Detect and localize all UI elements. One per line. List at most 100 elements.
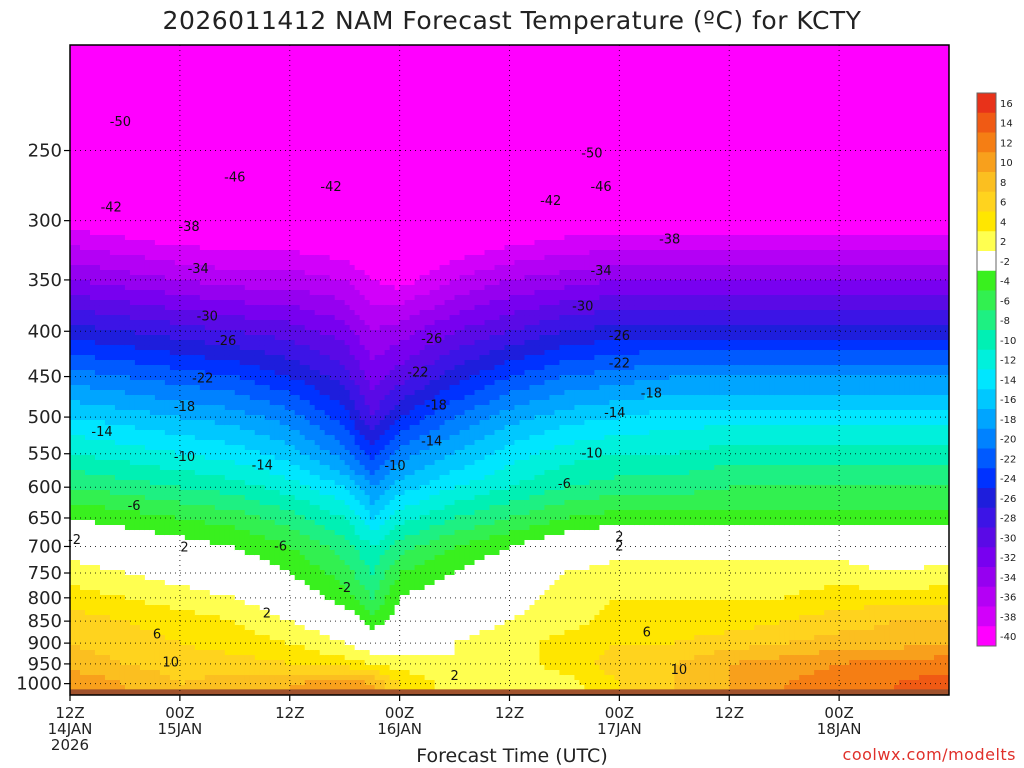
heat-cell — [100, 680, 106, 686]
heat-cell — [140, 675, 146, 681]
heat-cell — [95, 400, 101, 406]
heat-cell — [245, 445, 251, 451]
heat-cell — [255, 345, 261, 351]
heat-cell — [170, 305, 176, 311]
heat-cell — [80, 385, 86, 391]
heat-cell — [255, 100, 261, 106]
heat-cell — [170, 130, 176, 136]
heat-cell — [80, 300, 86, 306]
heat-cell — [240, 585, 246, 591]
heat-cell — [210, 470, 216, 476]
heat-cell — [100, 115, 106, 121]
heat-cell — [110, 405, 116, 411]
heat-cell — [115, 245, 121, 251]
heat-cell — [195, 655, 201, 661]
heat-cell — [215, 230, 221, 236]
heat-cell — [135, 110, 141, 116]
heat-cell — [190, 495, 196, 501]
heat-cell — [80, 260, 86, 266]
heat-cell — [85, 460, 91, 466]
heat-cell — [70, 300, 76, 306]
heat-cell — [145, 210, 151, 216]
heat-cell — [250, 335, 256, 341]
heat-cell — [155, 450, 161, 456]
heat-cell — [145, 605, 151, 611]
heat-cell — [95, 45, 101, 51]
heat-cell — [75, 510, 81, 516]
heat-cell — [145, 430, 151, 436]
heat-cell — [200, 590, 206, 596]
heat-cell — [195, 540, 201, 546]
heat-cell — [115, 490, 121, 496]
heat-cell — [100, 405, 106, 411]
heat-cell — [215, 430, 221, 436]
heat-cell — [70, 155, 76, 161]
heat-cell — [185, 255, 191, 261]
heat-cell — [115, 645, 121, 651]
heat-cell — [240, 500, 246, 506]
heat-cell — [160, 680, 166, 686]
heat-cell — [200, 245, 206, 251]
heat-cell — [185, 105, 191, 111]
heat-cell — [145, 310, 151, 316]
heat-cell — [245, 165, 251, 171]
heat-cell — [150, 440, 156, 446]
heat-cell — [235, 380, 241, 386]
heat-cell — [225, 535, 231, 541]
heat-cell — [75, 280, 81, 286]
heat-cell — [105, 90, 111, 96]
heat-cell — [130, 160, 136, 166]
heat-cell — [260, 115, 266, 121]
heat-cell — [85, 285, 91, 291]
heat-cell — [230, 440, 236, 446]
heat-cell — [160, 345, 166, 351]
heat-cell — [245, 395, 251, 401]
heat-cell — [70, 395, 76, 401]
heat-cell — [130, 280, 136, 286]
heat-cell — [140, 295, 146, 301]
heat-cell — [90, 75, 96, 81]
heat-cell — [170, 180, 176, 186]
heat-cell — [165, 270, 171, 276]
heat-cell — [160, 465, 166, 471]
heat-cell — [115, 560, 121, 566]
heat-cell — [155, 140, 161, 146]
heat-cell — [210, 115, 216, 121]
heat-cell — [130, 650, 136, 656]
heat-cell — [115, 425, 121, 431]
heat-cell — [110, 240, 116, 246]
heat-cell — [135, 225, 141, 231]
heat-cell — [195, 245, 201, 251]
heat-cell — [110, 50, 116, 56]
heat-cell — [230, 160, 236, 166]
heat-cell — [145, 600, 151, 606]
heat-cell — [220, 545, 226, 551]
heat-cell — [85, 250, 91, 256]
heat-cell — [160, 165, 166, 171]
heat-cell — [245, 405, 251, 411]
heat-cell — [235, 665, 241, 671]
heat-cell — [225, 475, 231, 481]
heat-cell — [250, 575, 256, 581]
heat-cell — [120, 475, 126, 481]
heat-cell — [105, 385, 111, 391]
heat-cell — [195, 165, 201, 171]
heat-cell — [125, 70, 131, 76]
heat-cell — [165, 100, 171, 106]
heat-cell — [235, 185, 241, 191]
heat-cell — [90, 340, 96, 346]
heat-cell — [250, 55, 256, 61]
heat-cell — [220, 255, 226, 261]
heat-cell — [80, 630, 86, 636]
heat-cell — [165, 345, 171, 351]
heat-cell — [160, 445, 166, 451]
heat-cell — [145, 300, 151, 306]
heat-cell — [250, 420, 256, 426]
heat-cell — [220, 145, 226, 151]
heat-cell — [165, 405, 171, 411]
heat-cell — [90, 660, 96, 666]
heat-cell — [195, 205, 201, 211]
heat-cell — [220, 535, 226, 541]
heat-cell — [180, 175, 186, 181]
heat-cell — [245, 55, 251, 61]
